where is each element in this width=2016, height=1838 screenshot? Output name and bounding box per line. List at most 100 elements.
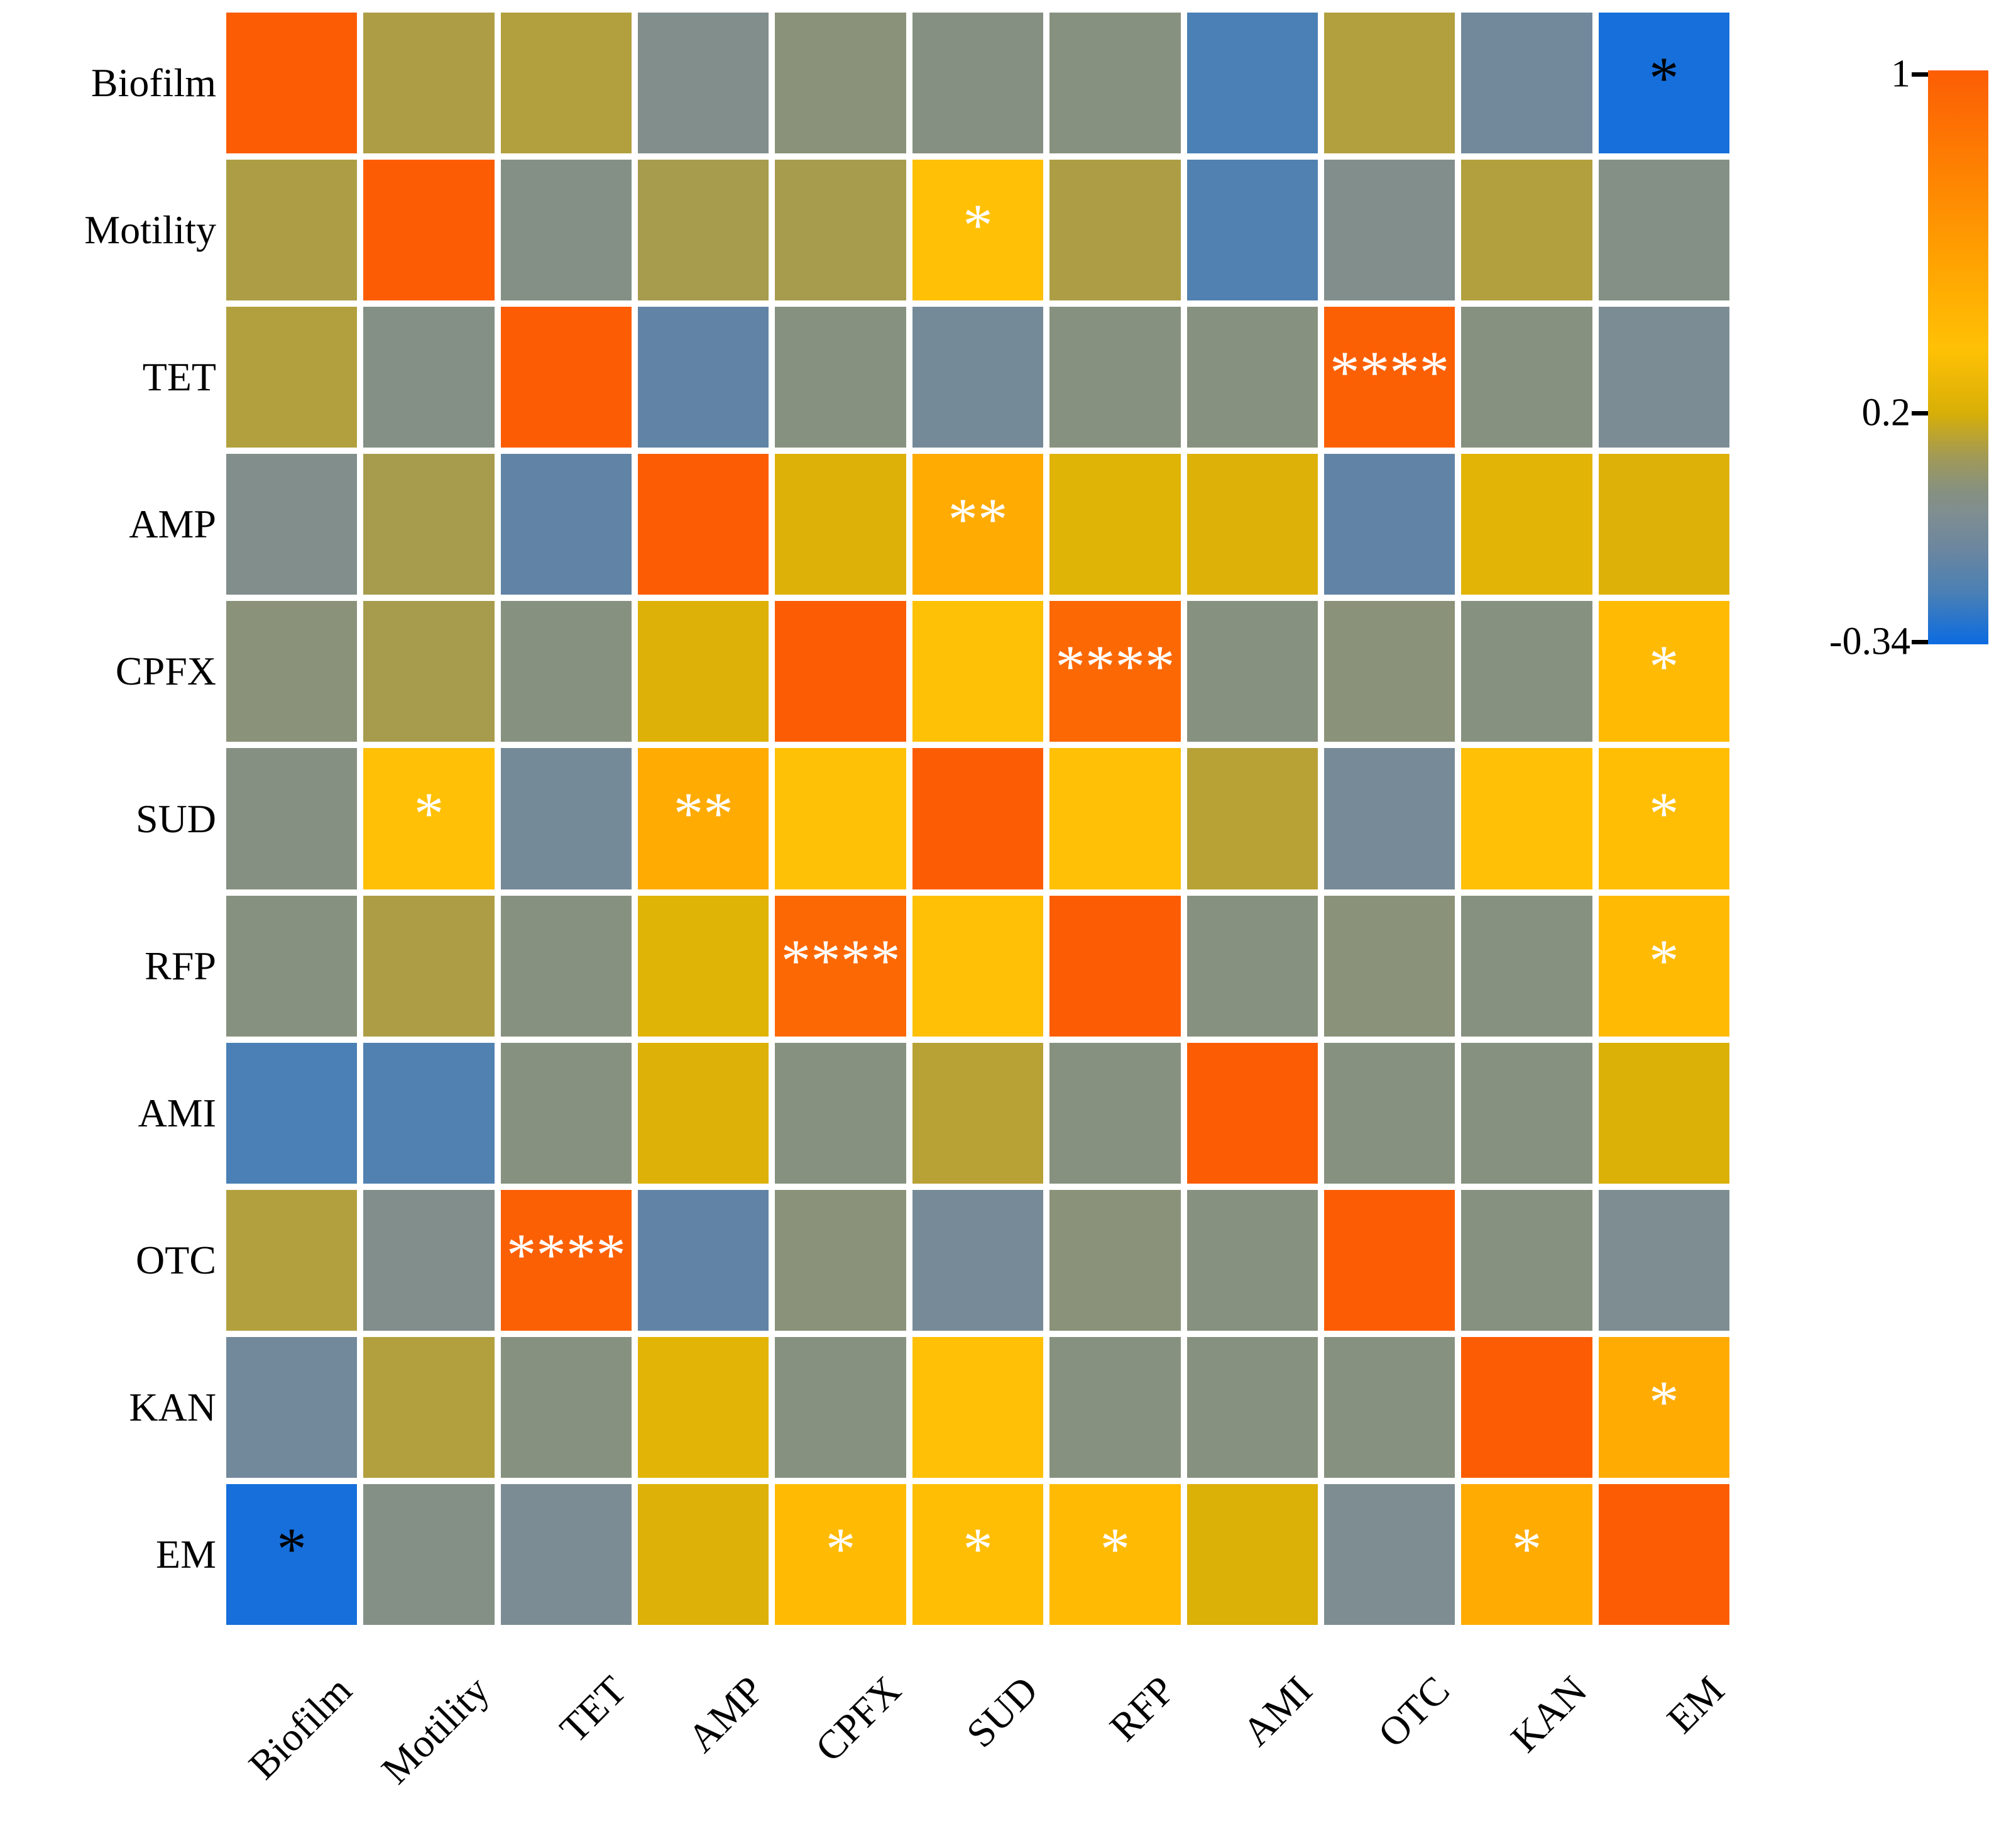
- significance-marker: *: [1649, 44, 1679, 111]
- significance-marker: *: [414, 779, 444, 847]
- heatmap-cell-ami-cpfx: [775, 1042, 906, 1184]
- heatmap-cell-cpfx-cpfx: [775, 601, 906, 742]
- heatmap-cell-rfp-cpfx: ****: [775, 895, 906, 1037]
- heatmap-cell-motility-otc: [1323, 160, 1455, 301]
- heatmap-cell-sud-biofilm: [226, 748, 358, 889]
- row-label-ami: AMI: [138, 1090, 216, 1135]
- col-label-sud: SUD: [958, 1667, 1046, 1756]
- heatmap-cell-amp-amp: [638, 454, 769, 595]
- heatmap-cell-rfp-ami: [1186, 895, 1318, 1037]
- heatmap-cell-cpfx-motility: [363, 601, 495, 742]
- heatmap-cell-sud-rfp: [1049, 748, 1181, 889]
- significance-marker: ****: [1330, 338, 1450, 405]
- significance-marker: **: [673, 779, 733, 847]
- heatmap-cell-motility-tet: [500, 160, 632, 301]
- heatmap-cell-em-em: [1598, 1483, 1729, 1625]
- significance-marker: *: [963, 1516, 993, 1583]
- heatmap-cell-cpfx-ami: [1186, 601, 1318, 742]
- heatmap-cell-otc-ami: [1186, 1189, 1318, 1331]
- heatmap-cell-motility-em: [1598, 160, 1729, 301]
- heatmap-cell-motility-motility: [363, 160, 495, 301]
- heatmap-cell-kan-ami: [1186, 1336, 1318, 1478]
- colorbar-gradient: [1928, 70, 1988, 644]
- row-label-biofilm: Biofilm: [90, 60, 216, 106]
- heatmap-cell-motility-rfp: [1049, 160, 1181, 301]
- heatmap-cell-ami-ami: [1186, 1042, 1318, 1184]
- heatmap-cell-otc-cpfx: [775, 1189, 906, 1331]
- heatmap-cell-tet-sud: [912, 307, 1044, 448]
- heatmap-cell-biofilm-kan: [1461, 13, 1592, 154]
- heatmap-cell-sud-sud: [912, 748, 1044, 889]
- row-label-amp: AMP: [129, 502, 216, 547]
- heatmap-cell-amp-otc: [1323, 454, 1455, 595]
- heatmap-cell-ami-em: [1598, 1042, 1729, 1184]
- col-label-rfp: RFP: [1101, 1667, 1184, 1750]
- significance-marker: *: [1649, 927, 1679, 994]
- heatmap-cell-kan-sud: [912, 1336, 1044, 1478]
- significance-marker: *: [825, 1516, 856, 1583]
- heatmap-cell-kan-biofilm: [226, 1336, 358, 1478]
- row-label-cpfx: CPFX: [115, 649, 216, 694]
- heatmap-cell-cpfx-biofilm: [226, 601, 358, 742]
- colorbar-tick: [1912, 72, 1928, 77]
- heatmap-cell-tet-rfp: [1049, 307, 1181, 448]
- heatmap-cell-rfp-sud: [912, 895, 1044, 1037]
- heatmap-cell-tet-kan: [1461, 307, 1592, 448]
- heatmap-cell-biofilm-amp: [638, 13, 769, 154]
- row-label-otc: OTC: [136, 1237, 216, 1282]
- col-label-em: EM: [1658, 1667, 1733, 1742]
- heatmap-cell-motility-kan: [1461, 160, 1592, 301]
- heatmap-cell-amp-cpfx: [775, 454, 906, 595]
- heatmap-cell-amp-rfp: [1049, 454, 1181, 595]
- heatmap-cell-otc-kan: [1461, 1189, 1592, 1331]
- heatmap-cell-em-amp: [638, 1483, 769, 1625]
- significance-marker: *: [1649, 632, 1679, 700]
- heatmap-cell-sud-kan: [1461, 748, 1592, 889]
- heatmap-cell-tet-tet: [500, 307, 632, 448]
- heatmap-cell-motility-amp: [638, 160, 769, 301]
- heatmap-cell-tet-cpfx: [775, 307, 906, 448]
- heatmap-cell-rfp-amp: [638, 895, 769, 1037]
- heatmap-cell-rfp-kan: [1461, 895, 1592, 1037]
- heatmap-cell-motility-ami: [1186, 160, 1318, 301]
- row-label-kan: KAN: [129, 1384, 216, 1429]
- significance-marker: **: [948, 485, 1008, 553]
- heatmap-cell-sud-otc: [1323, 748, 1455, 889]
- row-label-tet: TET: [142, 355, 216, 400]
- heatmap-cell-biofilm-sud: [912, 13, 1044, 154]
- heatmap-cell-em-rfp: *: [1049, 1483, 1181, 1625]
- heatmap-cell-otc-motility: [363, 1189, 495, 1331]
- heatmap-cell-biofilm-ami: [1186, 13, 1318, 154]
- col-label-motility: Motility: [372, 1667, 498, 1793]
- heatmap-cell-tet-biofilm: [226, 307, 358, 448]
- heatmap-cell-motility-cpfx: [775, 160, 906, 301]
- heatmap-cell-tet-amp: [638, 307, 769, 448]
- heatmap-cell-biofilm-em: *: [1598, 13, 1729, 154]
- heatmap-cell-biofilm-otc: [1323, 13, 1455, 154]
- heatmap-cell-ami-rfp: [1049, 1042, 1181, 1184]
- heatmap-cell-ami-otc: [1323, 1042, 1455, 1184]
- heatmap-cell-otc-biofilm: [226, 1189, 358, 1331]
- heatmap-cell-kan-tet: [500, 1336, 632, 1478]
- heatmap-cell-rfp-otc: [1323, 895, 1455, 1037]
- heatmap-cell-rfp-tet: [500, 895, 632, 1037]
- heatmap-cell-biofilm-motility: [363, 13, 495, 154]
- heatmap-cell-ami-kan: [1461, 1042, 1592, 1184]
- heatmap-cell-cpfx-amp: [638, 601, 769, 742]
- heatmap-cell-biofilm-tet: [500, 13, 632, 154]
- significance-marker: ****: [1055, 632, 1175, 700]
- heatmap-cell-kan-cpfx: [775, 1336, 906, 1478]
- heatmap-cell-rfp-biofilm: [226, 895, 358, 1037]
- heatmap-cell-sud-cpfx: [775, 748, 906, 889]
- heatmap-cell-cpfx-sud: [912, 601, 1044, 742]
- heatmap-cell-otc-rfp: [1049, 1189, 1181, 1331]
- heatmap-cell-amp-motility: [363, 454, 495, 595]
- heatmap-cell-em-cpfx: *: [775, 1483, 906, 1625]
- col-label-tet: TET: [551, 1667, 635, 1751]
- heatmap-cell-em-ami: [1186, 1483, 1318, 1625]
- heatmap-cell-em-kan: *: [1461, 1483, 1592, 1625]
- heatmap-cell-cpfx-em: *: [1598, 601, 1729, 742]
- heatmap-cell-em-motility: [363, 1483, 495, 1625]
- heatmap-cell-sud-ami: [1186, 748, 1318, 889]
